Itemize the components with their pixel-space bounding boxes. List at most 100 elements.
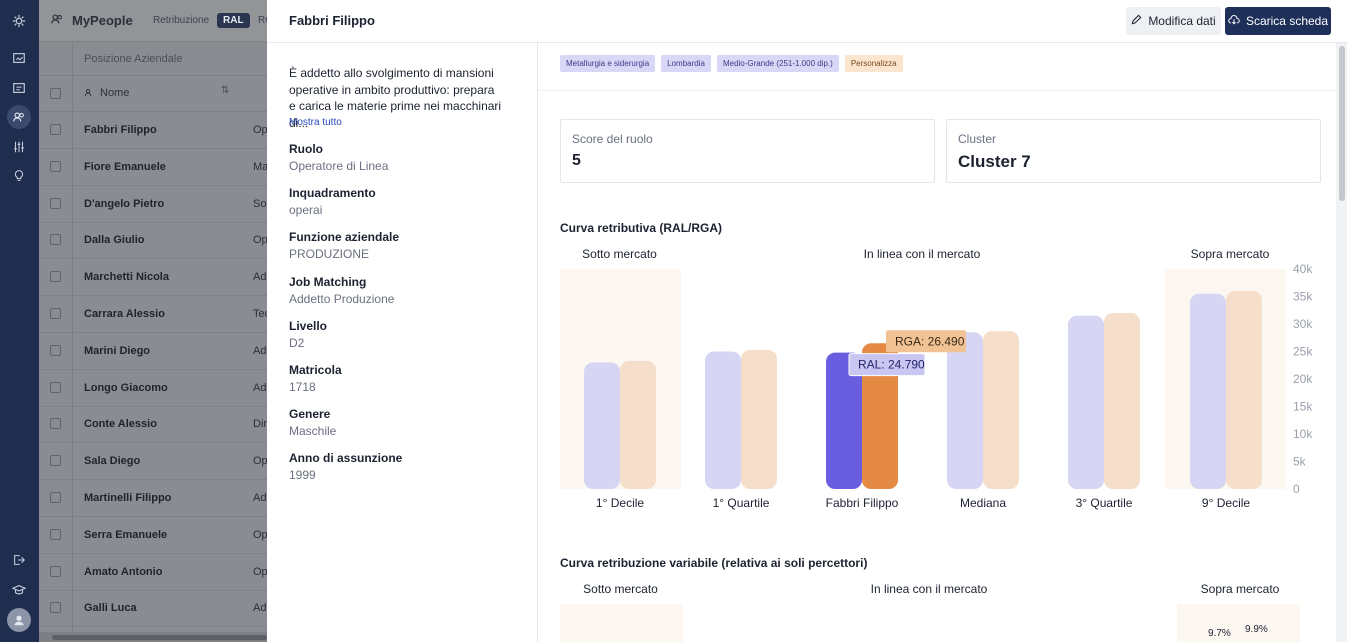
- employee-role: Ad: [253, 344, 267, 357]
- people-icon[interactable]: [7, 105, 31, 129]
- tab-retribuzione[interactable]: Retribuzione: [153, 15, 210, 26]
- table-header: Nome ⇅: [39, 76, 267, 112]
- field-label: Livello: [289, 318, 328, 333]
- tab-rg[interactable]: RG: [258, 15, 267, 26]
- bar-rga: [983, 331, 1019, 489]
- table-row[interactable]: D'angelo Pietro So: [39, 186, 267, 223]
- x-tick-label: 9° Decile: [1202, 496, 1250, 510]
- table-row[interactable]: Amato Antonio Op: [39, 554, 267, 591]
- avatar[interactable]: [7, 608, 31, 632]
- table-row[interactable]: Galli Luca Ad: [39, 590, 267, 628]
- tab-ral[interactable]: RAL: [217, 13, 250, 28]
- person-icon: [84, 87, 95, 101]
- dashboard-icon[interactable]: [8, 47, 30, 69]
- employee-name: D'angelo Pietro: [84, 197, 165, 210]
- lightbulb-icon[interactable]: [8, 165, 30, 187]
- employee-role: Op: [253, 124, 267, 136]
- brand: MyPeople: [50, 12, 133, 29]
- field-value: Operatore di Linea: [289, 159, 389, 173]
- row-checkbox[interactable]: [50, 455, 61, 467]
- employee-name: Amato Antonio: [84, 565, 163, 578]
- table-row[interactable]: Sala Diego Op: [39, 443, 267, 481]
- table-row[interactable]: Fabbri Filippo Op: [39, 112, 267, 149]
- cluster-label: Cluster: [958, 132, 997, 146]
- table-row[interactable]: Conte Alessio Dir: [39, 406, 267, 444]
- row-checkbox[interactable]: [50, 308, 61, 319]
- annotation-ral: RAL: 24.790: [858, 358, 925, 372]
- panel-title: Fabbri Filippo: [289, 13, 375, 28]
- download-sheet-label: Scarica scheda: [1245, 14, 1329, 28]
- vertical-scrollbar-thumb[interactable]: [1339, 46, 1345, 201]
- info-field: Inquadramento operai: [289, 186, 376, 217]
- row-checkbox[interactable]: [50, 344, 61, 356]
- field-label: Job Matching: [289, 274, 367, 289]
- row-checkbox[interactable]: [50, 124, 61, 135]
- table-row[interactable]: Carrara Alessio Tec: [39, 296, 267, 333]
- chip-sector[interactable]: Metallurgia e siderurgia: [560, 55, 656, 72]
- customize-chip[interactable]: Personalizza: [844, 55, 903, 72]
- row-checkbox[interactable]: [50, 234, 61, 246]
- logout-icon[interactable]: [8, 549, 30, 571]
- download-sheet-button[interactable]: Scarica scheda: [1225, 7, 1331, 35]
- table-row[interactable]: Fiore Emanuele Ma: [39, 149, 267, 186]
- edit-data-button[interactable]: Modifica dati: [1126, 7, 1221, 35]
- row-checkbox[interactable]: [50, 160, 61, 172]
- variable-curve-title: Curva retribuzione variabile (relativa a…: [560, 556, 868, 570]
- vertical-scrollbar[interactable]: [1336, 43, 1347, 642]
- row-checkbox[interactable]: [50, 492, 61, 503]
- table-row[interactable]: Longo Giacomo Ad: [39, 370, 267, 407]
- horizontal-scrollbar-thumb[interactable]: [52, 635, 267, 640]
- employee-role: Ad: [253, 492, 267, 504]
- row-checkbox[interactable]: [50, 602, 61, 614]
- field-value: operai: [289, 203, 323, 218]
- show-more-link[interactable]: Mostra tutto: [289, 117, 342, 128]
- employee-name: Martinelli Filippo: [84, 492, 172, 504]
- x-tick-label: 1° Quartile: [713, 496, 770, 510]
- bar-rga: [741, 349, 777, 489]
- row-checkbox[interactable]: [50, 528, 61, 540]
- bar-rga: [862, 343, 898, 489]
- info-field: Ruolo Operatore di Linea: [289, 142, 388, 173]
- zone-below-market-2: Sotto mercato: [583, 582, 658, 596]
- y-tick-label: 35k: [1293, 290, 1313, 304]
- cloud-download-icon: [1228, 14, 1240, 29]
- table-row[interactable]: Serra Emanuele Op: [39, 517, 267, 554]
- sliders-icon[interactable]: [8, 136, 30, 158]
- id-card-icon[interactable]: [8, 77, 30, 99]
- chip-company-size[interactable]: Medio-Grande (251-1.000 dip.): [716, 55, 839, 72]
- row-checkbox[interactable]: [50, 197, 61, 209]
- score-label: Score del ruolo: [572, 132, 653, 146]
- info-field: Matricola 1718: [289, 363, 342, 394]
- row-checkbox[interactable]: [50, 381, 61, 393]
- table-row[interactable]: Marini Diego Ad: [39, 333, 267, 370]
- select-all-checkbox[interactable]: [50, 88, 61, 99]
- zone-above-market: Sopra mercato: [1190, 247, 1270, 261]
- column-header-name[interactable]: Nome: [100, 87, 130, 99]
- employee-role: So: [253, 197, 267, 210]
- edit-data-label: Modifica dati: [1148, 14, 1216, 28]
- field-label: Anno di assunzione: [289, 451, 403, 466]
- salary-curve-title: Curva retributiva (RAL/RGA): [560, 221, 723, 235]
- row-checkbox[interactable]: [50, 565, 61, 577]
- row-checkbox[interactable]: [50, 271, 61, 283]
- y-tick-label: 20k: [1293, 372, 1313, 386]
- filter-chips: Metallurgia e siderurgia Lombardia Medio…: [560, 55, 903, 72]
- role-score-card: Score del ruolo 5: [560, 119, 935, 183]
- sort-icon[interactable]: ⇅: [221, 85, 230, 96]
- info-field: Funzione aziendale PRODUZIONE: [289, 230, 399, 261]
- zone-bg-left-2: [560, 604, 683, 642]
- table-row[interactable]: Marchetti Nicola Ad: [39, 259, 267, 297]
- table-row[interactable]: Martinelli Filippo Ad: [39, 480, 267, 517]
- row-checkbox[interactable]: [50, 418, 61, 430]
- field-label: Inquadramento: [289, 186, 376, 201]
- app-name: MyPeople: [72, 13, 133, 28]
- graduation-icon[interactable]: [8, 579, 30, 601]
- bar-ral: [1190, 293, 1226, 489]
- y-tick-label: 5k: [1293, 455, 1307, 469]
- table-row[interactable]: Dalla Giulio Op: [39, 222, 267, 260]
- chip-region[interactable]: Lombardia: [661, 55, 711, 72]
- field-value: Maschile: [289, 424, 337, 439]
- info-field: Livello D2: [289, 319, 327, 350]
- logo-icon[interactable]: [8, 10, 30, 32]
- employee-name: Marchetti Nicola: [84, 271, 169, 284]
